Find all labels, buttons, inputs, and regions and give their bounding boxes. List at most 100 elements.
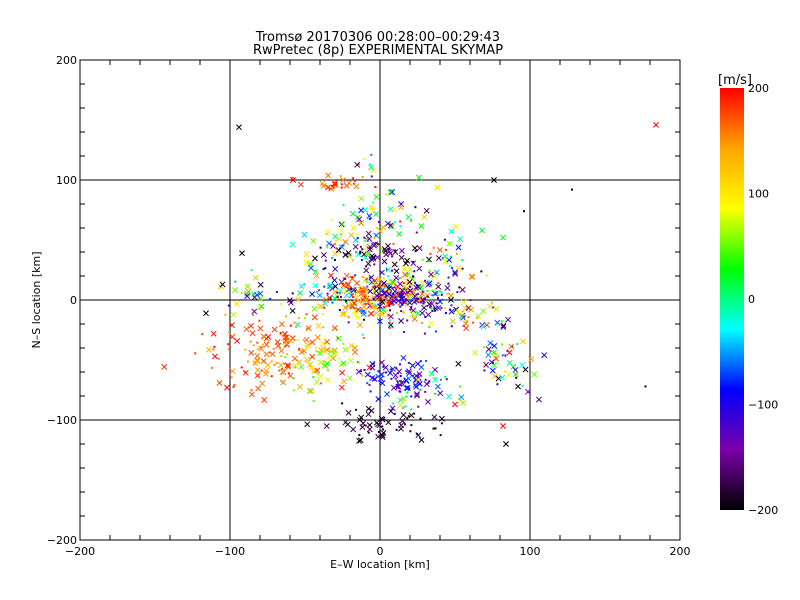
- data-point-x: [425, 311, 432, 318]
- data-point-dot: [424, 390, 427, 393]
- data-point-dot: [288, 340, 291, 343]
- data-point-x: [359, 285, 366, 292]
- data-point-x: [340, 282, 347, 289]
- data-point-x: [500, 322, 507, 329]
- data-point-dot: [433, 307, 436, 310]
- data-point-dot: [428, 380, 431, 383]
- data-point-x: [216, 379, 223, 386]
- data-point-dot: [212, 348, 215, 351]
- data-point-x: [520, 338, 527, 345]
- data-point-x: [311, 314, 318, 321]
- data-point-x: [335, 247, 342, 254]
- data-point-x: [344, 421, 351, 428]
- data-point-x: [491, 373, 498, 380]
- data-point-dot: [469, 299, 472, 302]
- data-point-dot: [326, 292, 329, 295]
- data-point-x: [323, 338, 330, 345]
- data-point-dot: [362, 318, 365, 321]
- data-point-dot: [394, 377, 397, 380]
- data-point-dot: [354, 274, 357, 277]
- data-point-x: [365, 230, 372, 237]
- data-point-x: [428, 271, 434, 278]
- data-point-dot: [391, 255, 394, 258]
- data-point-x: [448, 296, 454, 303]
- data-point-dot: [412, 260, 415, 263]
- data-point-dot: [417, 405, 420, 408]
- data-point-x: [278, 347, 285, 354]
- data-point-x: [442, 258, 449, 265]
- data-point-x: [303, 251, 310, 258]
- data-point-dot: [240, 291, 243, 294]
- data-point-x: [491, 349, 497, 356]
- data-point-x: [324, 376, 331, 383]
- data-point-dot: [322, 360, 325, 363]
- data-point-dot: [423, 332, 426, 335]
- data-point-x: [506, 359, 513, 366]
- data-point-x: [341, 310, 348, 317]
- data-point-dot: [328, 188, 331, 191]
- data-point-dot: [359, 252, 362, 255]
- data-point-x: [342, 239, 349, 245]
- data-point-dot: [430, 293, 433, 296]
- data-point-dot: [431, 310, 434, 313]
- x-tick-label: −100: [215, 545, 245, 558]
- data-point-dot: [355, 233, 358, 236]
- data-point-x: [403, 285, 410, 292]
- data-point-x: [304, 421, 311, 428]
- data-point-x: [436, 247, 443, 254]
- data-point-dot: [330, 348, 333, 351]
- data-point-dot: [410, 424, 413, 427]
- data-point-dot: [260, 346, 263, 349]
- data-point-x: [254, 353, 261, 359]
- data-point-dot: [230, 376, 233, 379]
- data-point-dot: [365, 280, 368, 283]
- data-point-dot: [312, 376, 315, 379]
- data-point-dot: [360, 308, 363, 311]
- data-point-dot: [288, 372, 291, 375]
- data-point-x: [376, 293, 383, 300]
- data-point-dot: [492, 365, 495, 368]
- data-point-dot: [434, 377, 437, 380]
- data-point-x: [459, 286, 466, 293]
- data-point-x: [522, 366, 529, 373]
- data-point-x: [399, 417, 406, 424]
- data-point-dot: [401, 290, 404, 293]
- data-point-dot: [382, 365, 385, 368]
- data-point-x: [409, 362, 416, 369]
- data-point-x: [458, 394, 465, 401]
- data-point-dot: [344, 277, 347, 280]
- data-point-x: [322, 300, 329, 307]
- data-point-dot: [318, 351, 321, 354]
- data-point-x: [375, 373, 382, 380]
- data-point-x: [342, 251, 349, 258]
- data-point-x: [415, 376, 421, 383]
- data-point-dot: [319, 246, 322, 249]
- data-point-x: [328, 272, 334, 279]
- data-point-dot: [324, 337, 327, 340]
- data-point-dot: [406, 272, 409, 275]
- data-point-dot: [390, 377, 393, 380]
- data-point-dot: [413, 270, 416, 273]
- data-point-x: [415, 283, 422, 290]
- data-point-x: [404, 385, 411, 391]
- data-point-dot: [292, 389, 295, 392]
- data-point-dot: [312, 369, 315, 372]
- data-point-x: [386, 291, 393, 298]
- data-point-x: [236, 124, 242, 131]
- data-point-x: [248, 391, 255, 398]
- data-point-dot: [217, 357, 220, 360]
- data-point-x: [257, 325, 264, 332]
- data-point-x: [396, 230, 403, 237]
- data-point-x: [356, 322, 363, 329]
- data-point-x: [291, 355, 298, 362]
- data-point-x: [259, 380, 266, 387]
- data-point-x: [243, 326, 250, 333]
- data-point-dot: [335, 248, 338, 251]
- data-point-dot: [373, 289, 376, 292]
- data-point-x: [308, 388, 315, 395]
- data-point-dot: [376, 308, 379, 311]
- data-point-x: [460, 399, 467, 406]
- data-point-dot: [382, 428, 385, 431]
- data-point-x: [316, 292, 323, 299]
- data-point-dot: [340, 295, 343, 298]
